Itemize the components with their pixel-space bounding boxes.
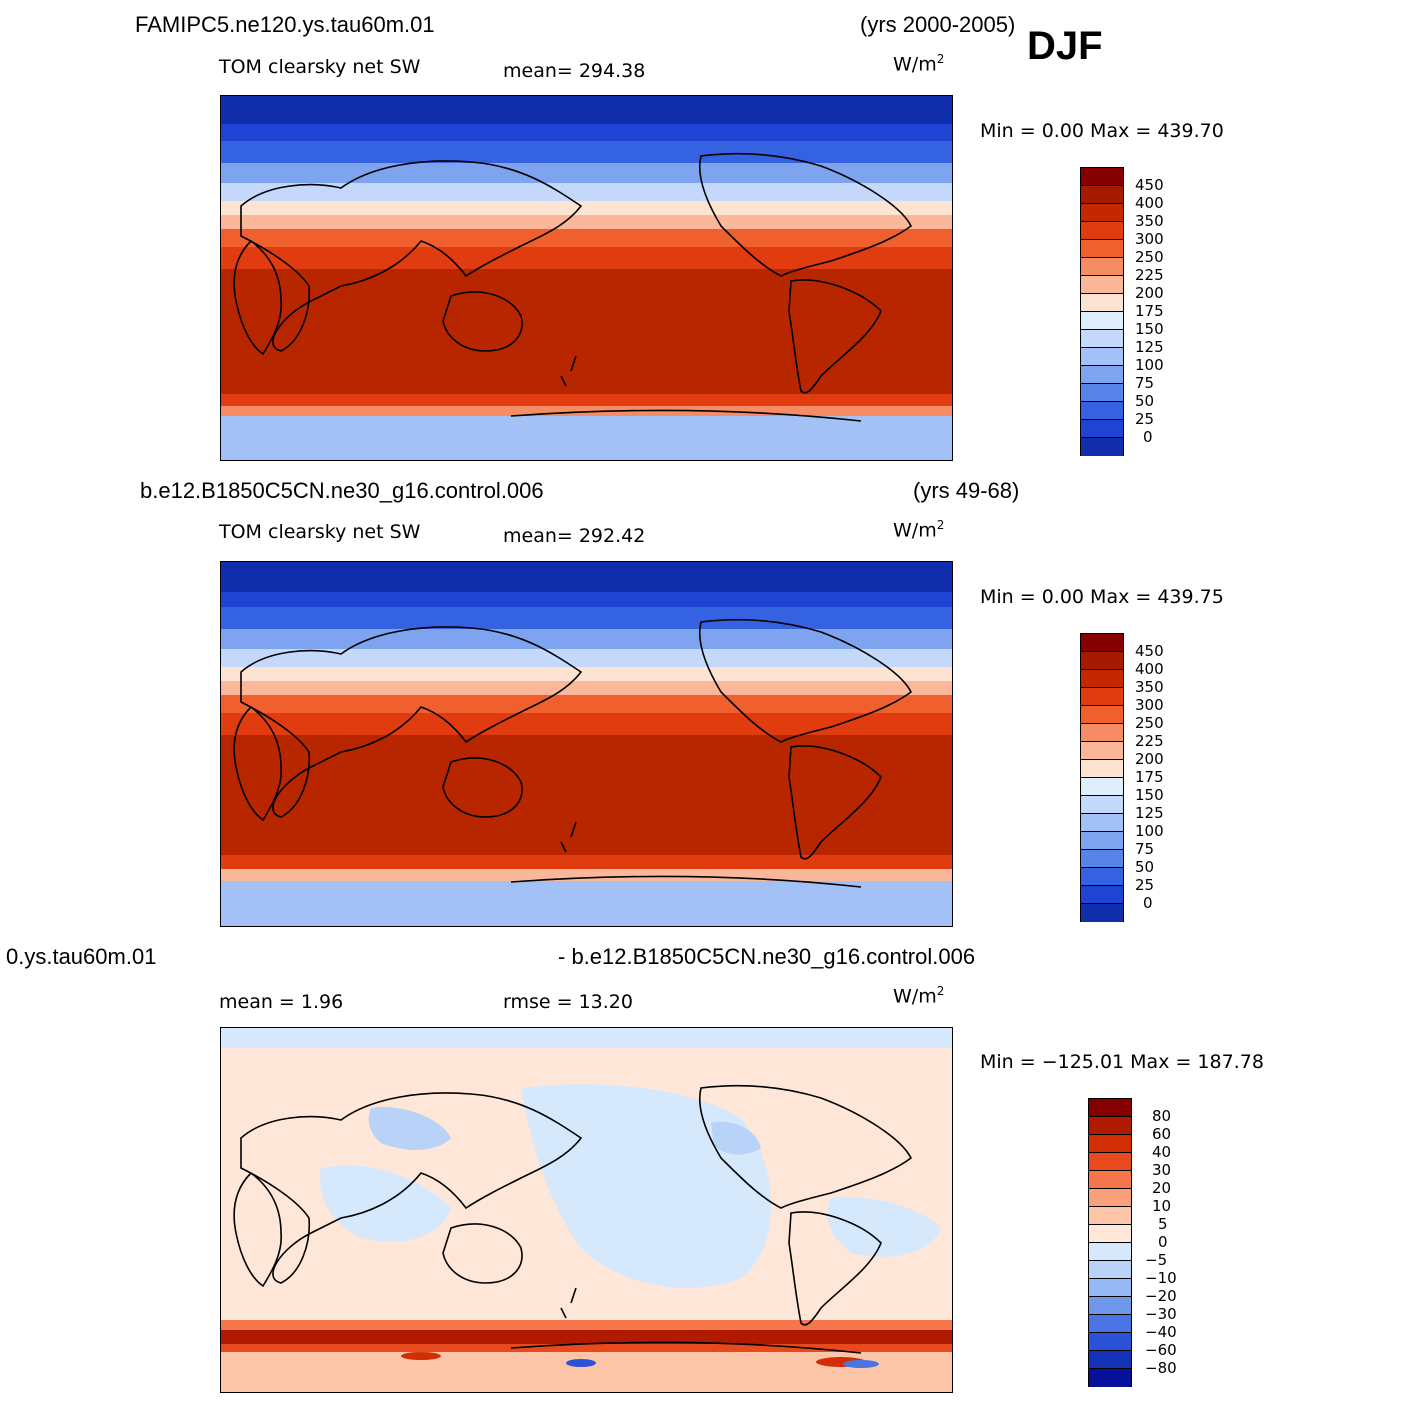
- panel3-case-name: 0.ys.tau60m.01: [6, 944, 157, 969]
- cb1-label: 450: [1135, 176, 1164, 194]
- cb2-label: 400: [1135, 660, 1164, 678]
- panel3-minmax: Min = −125.01 Max = 187.78: [980, 1051, 1264, 1073]
- panel1-minmax: Min = 0.00 Max = 439.70: [980, 120, 1224, 142]
- panel1-colorbar: [1080, 167, 1124, 456]
- cb1-label: 0: [1143, 428, 1153, 446]
- cb3-label: 30: [1152, 1161, 1172, 1179]
- cb1-label: 225: [1135, 266, 1164, 284]
- cb2-label: 25: [1135, 876, 1155, 894]
- panel1-map: [220, 95, 953, 461]
- panel1-years: (yrs 2000-2005): [860, 12, 1016, 37]
- cb1-label: 400: [1135, 194, 1164, 212]
- cb3-label: −20: [1145, 1287, 1177, 1305]
- panel2-units: W/m2: [893, 518, 945, 542]
- panel2-years: (yrs 49-68): [913, 478, 1020, 503]
- cb2-label: 50: [1135, 858, 1155, 876]
- panel2-minmax: Min = 0.00 Max = 439.75: [980, 586, 1224, 608]
- panel1-case-name: FAMIPC5.ne120.ys.tau60m.01: [135, 12, 435, 37]
- panel3-field: [221, 1028, 952, 1392]
- cb2-label: 450: [1135, 642, 1164, 660]
- cb1-label: 50: [1135, 392, 1155, 410]
- cb1-label: 25: [1135, 410, 1155, 428]
- panel3-map: [220, 1027, 953, 1393]
- panel2-colorbar: [1080, 633, 1124, 922]
- panel3-units: W/m2: [893, 984, 945, 1008]
- cb1-label: 75: [1135, 374, 1155, 392]
- cb1-label: 250: [1135, 248, 1164, 266]
- cb2-label: 175: [1135, 768, 1164, 786]
- cb2-label: 250: [1135, 714, 1164, 732]
- cb3-label: 20: [1152, 1179, 1172, 1197]
- cb2-label: 225: [1135, 732, 1164, 750]
- cb3-label: 5: [1158, 1215, 1168, 1233]
- cb2-label: 350: [1135, 678, 1164, 696]
- panel3-colorbar: [1088, 1098, 1132, 1387]
- cb3-label: 60: [1152, 1125, 1172, 1143]
- cb1-label: 300: [1135, 230, 1164, 248]
- cb3-label: −5: [1145, 1251, 1168, 1269]
- panel2-variable: TOM clearsky net SW: [219, 521, 421, 543]
- cb3-label: −10: [1145, 1269, 1177, 1287]
- cb1-label: 350: [1135, 212, 1164, 230]
- cb2-label: 300: [1135, 696, 1164, 714]
- cb2-label: 150: [1135, 786, 1164, 804]
- panel2-map: [220, 561, 953, 927]
- cb2-label: 100: [1135, 822, 1164, 840]
- cb3-label: 10: [1152, 1197, 1172, 1215]
- cb2-label: 75: [1135, 840, 1155, 858]
- cb1-label: 175: [1135, 302, 1164, 320]
- panel1-mean: mean= 294.38: [503, 60, 646, 82]
- panel3-rmse: rmse = 13.20: [503, 991, 633, 1013]
- cb2-label: 200: [1135, 750, 1164, 768]
- cb3-label: −30: [1145, 1305, 1177, 1323]
- cb1-label: 125: [1135, 338, 1164, 356]
- cb3-label: 0: [1158, 1233, 1168, 1251]
- panel3-case-diff: - b.e12.B1850C5CN.ne30_g16.control.006: [558, 944, 976, 969]
- cb1-label: 100: [1135, 356, 1164, 374]
- cb3-label: 40: [1152, 1143, 1172, 1161]
- season-label: DJF: [1027, 24, 1103, 68]
- cb1-label: 150: [1135, 320, 1164, 338]
- cb2-label: 125: [1135, 804, 1164, 822]
- cb3-label: 80: [1152, 1107, 1172, 1125]
- panel2-field: [221, 562, 952, 926]
- panel1-variable: TOM clearsky net SW: [219, 56, 421, 78]
- panel1-field: [221, 96, 952, 460]
- panel3-mean: mean = 1.96: [219, 991, 344, 1013]
- cb3-label: −40: [1145, 1323, 1177, 1341]
- cb3-label: −80: [1145, 1359, 1177, 1377]
- cb3-label: −60: [1145, 1341, 1177, 1359]
- panel2-case-name: b.e12.B1850C5CN.ne30_g16.control.006: [140, 478, 544, 503]
- panel2-mean: mean= 292.42: [503, 525, 646, 547]
- panel1-units: W/m2: [893, 52, 945, 76]
- cb2-label: 0: [1143, 894, 1153, 912]
- cb1-label: 200: [1135, 284, 1164, 302]
